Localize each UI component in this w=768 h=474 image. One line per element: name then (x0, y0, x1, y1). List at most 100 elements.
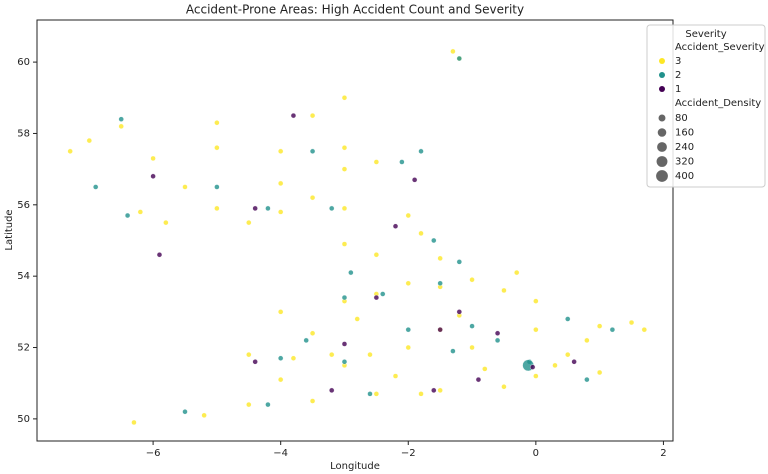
point (533, 327, 539, 333)
point (494, 330, 501, 336)
point (596, 323, 603, 329)
point (405, 327, 411, 333)
point (405, 344, 411, 351)
point (163, 219, 169, 226)
point (341, 359, 348, 365)
legend-marker (659, 72, 665, 78)
y-tick-label: 60 (17, 57, 30, 68)
legend-marker (659, 58, 665, 64)
point (399, 159, 405, 165)
legend-label: 400 (675, 171, 694, 182)
legend-size-marker (656, 170, 668, 182)
point (418, 230, 424, 237)
point (124, 212, 131, 219)
point (156, 252, 163, 258)
point (529, 364, 536, 370)
legend-subtitle: Accident_Density (675, 98, 761, 109)
point (628, 319, 635, 326)
point (565, 316, 571, 322)
point (214, 120, 220, 126)
point (584, 337, 590, 344)
point (341, 95, 348, 101)
legend-size-marker (657, 128, 667, 137)
point (118, 116, 124, 122)
point (456, 309, 462, 315)
point (341, 166, 348, 172)
point (437, 280, 443, 286)
point (501, 384, 507, 390)
point (86, 137, 92, 144)
point (277, 180, 284, 187)
point (252, 205, 258, 212)
point (265, 205, 271, 212)
y-tick-label: 56 (17, 200, 30, 211)
y-axis-label: Latitude (4, 209, 15, 250)
legend-label: 320 (675, 157, 694, 168)
x-tick-label: −6 (146, 448, 161, 459)
chart-title: Accident-Prone Areas: High Accident Coun… (186, 3, 524, 17)
point (277, 355, 284, 361)
legend-label: 1 (675, 84, 681, 95)
legend-label: 240 (675, 142, 694, 153)
point (373, 391, 380, 397)
legend-label: 80 (675, 113, 688, 124)
point (309, 330, 316, 336)
point (131, 419, 137, 426)
point (290, 112, 297, 119)
point (265, 401, 271, 408)
point (514, 269, 520, 276)
point (456, 55, 462, 62)
point (277, 148, 284, 154)
point (405, 212, 411, 219)
point (494, 337, 501, 344)
point (418, 391, 424, 397)
point (93, 184, 99, 190)
point (367, 351, 373, 358)
point (201, 412, 207, 418)
point (533, 373, 539, 379)
point (596, 369, 603, 376)
legend-size-marker (656, 156, 668, 167)
point (252, 359, 258, 365)
x-tick-label: −4 (273, 448, 288, 459)
point (214, 205, 220, 212)
point (392, 373, 399, 379)
point (380, 291, 386, 297)
legend-size-marker (658, 114, 666, 122)
legend-title: Severity (685, 29, 726, 40)
point (277, 209, 284, 215)
point (431, 237, 437, 244)
point (246, 219, 252, 226)
legend-box (646, 24, 766, 188)
point (411, 177, 418, 183)
point (290, 355, 297, 361)
point (392, 223, 399, 229)
point (469, 323, 475, 329)
point (277, 376, 284, 383)
point (246, 351, 252, 358)
point (469, 277, 475, 283)
point (309, 148, 316, 154)
point (533, 298, 539, 304)
point (373, 294, 380, 301)
point (552, 362, 558, 369)
x-axis-label: Longitude (330, 461, 380, 472)
point (341, 294, 348, 301)
point (246, 401, 252, 408)
point (348, 269, 354, 276)
y-tick-label: 50 (17, 414, 30, 425)
point (329, 387, 335, 394)
point (450, 348, 456, 354)
point (482, 366, 488, 372)
point (475, 376, 482, 383)
point (571, 359, 577, 365)
point (437, 255, 443, 262)
point (565, 351, 571, 358)
legend-subtitle: Accident_Severity (675, 42, 765, 53)
x-tick-label: −2 (401, 448, 416, 459)
point (329, 205, 335, 212)
point (354, 316, 360, 322)
point (450, 48, 456, 55)
legend-label: 160 (675, 128, 694, 139)
